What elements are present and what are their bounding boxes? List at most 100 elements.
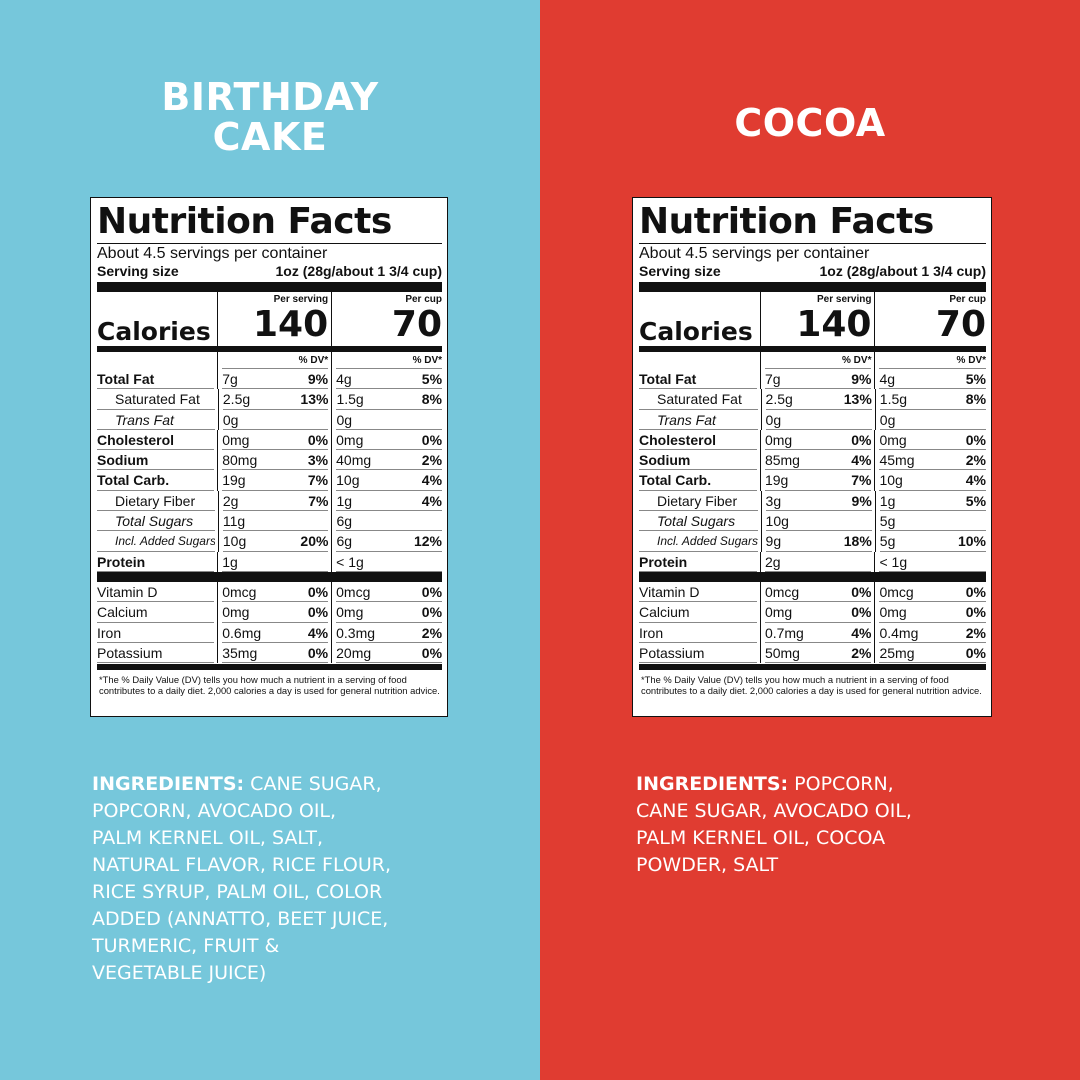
nutrient-name: Iron [97,623,215,643]
dv-label: % DV* [842,355,872,366]
calories-per-serving-cell: Per serving 140 [217,292,329,346]
per-cup-cell: 0mcg 0% [874,581,986,603]
per-cup-dv-percent: 0% [421,604,443,621]
per-cup-cell: 6g 12% [331,531,442,552]
ingredients-text: CANE SUGAR, AVOCADO OIL, [636,800,912,822]
nutrient-name: Cholesterol [97,430,215,451]
column-divider [331,531,333,552]
serving-size-row: Serving size 1oz (28g/about 1 3/4 cup) [97,263,442,279]
nutrient-row: Incl. Added Sugars 9g 18% 5g 10% [639,531,987,552]
nutrient-name: Total Sugars [97,511,215,532]
per-serving-amount: 10g [765,513,789,530]
per-cup-cell: 0.4mg 2% [874,622,986,643]
ingredients-line: ADDED (ANNATTO, BEET JUICE, [92,906,452,933]
per-serving-cell: 11g [217,511,329,532]
per-cup-amount: 0g [336,411,353,428]
column-divider [331,622,333,643]
per-cup-dv-percent: 0% [421,431,443,448]
daily-value-footnote: *The % Daily Value (DV) tells you how mu… [641,674,982,697]
per-serving-amount: 10g [222,533,247,550]
per-cup-amount: 20mg [336,644,372,661]
cocoa-panel: COCOA Nutrition Facts About 4.5 servings p… [540,0,1080,1080]
per-serving-dv-percent: 7% [851,472,872,489]
per-cup-amount: 45mg [879,452,915,469]
thick-divider [97,282,442,292]
per-cup-dv-percent: 0% [421,583,443,600]
per-serving-dv-percent: 0% [851,431,872,448]
column-divider [874,450,876,471]
per-serving-cell: 3g 9% [760,490,872,512]
nutrient-row: Calcium 0mg 0% 0mg 0% [639,602,986,623]
thick-divider [639,571,986,582]
per-serving-amount: 0g [765,411,782,428]
column-divider [760,531,762,552]
per-serving-dv-percent: 4% [307,624,329,641]
nutrient-name: Cholesterol [639,430,757,451]
per-cup-amount: 0g [879,411,896,428]
per-serving-cell: 2.5g 13% [217,389,329,410]
nutrient-row: Iron 0.7mg 4% 0.4mg 2% [639,622,986,643]
nutrient-row: Protein 2g < 1g [639,551,986,572]
flavor-title-line: CAKE [212,115,328,159]
ingredients-line: INGREDIENTS: POPCORN, [636,771,966,798]
per-cup-dv-percent: 0% [965,644,986,661]
per-serving-amount: 19g [222,472,246,489]
per-serving-amount: 2.5g [765,391,793,408]
servings-per-container: About 4.5 servings per container [639,243,986,263]
nutrient-name: Trans Fat [639,410,758,430]
per-cup-dv-percent: 8% [965,391,987,408]
per-cup-cell: 0mg 0% [874,429,986,451]
per-cup-amount: 10g [336,472,360,489]
per-cup-amount: 6g [336,513,353,530]
per-serving-cell: 50mg 2% [759,642,872,664]
per-serving-cell: 7g 9% [217,369,329,390]
ingredients-text: NATURAL FLAVOR, RICE FLOUR, [92,854,391,876]
per-cup-label: Per cup [949,294,986,305]
ingredients-list: INGREDIENTS: POPCORN, CANE SUGAR, AVOCADO… [636,771,966,879]
thick-divider [97,571,442,582]
per-serving-dv-percent: 7% [308,492,329,509]
flavor-title-line: BIRTHDAY [161,75,379,119]
per-cup-cell: 45mg 2% [874,450,986,471]
nutrient-row: Trans Fat 0g 0g [97,409,442,430]
dv-label: % DV* [298,355,329,366]
column-divider [217,450,219,471]
per-serving-amount: 35mg [222,644,258,661]
per-serving-dv-percent: 9% [851,492,872,509]
per-serving-cell: 10g [760,511,872,532]
calories-per-cup-value: 70 [391,304,443,345]
per-cup-dv-percent: 5% [421,371,443,387]
per-serving-amount: 50mg [764,644,800,661]
per-serving-amount: 3g [765,492,782,509]
column-divider [874,352,876,369]
per-cup-cell: 0mg 0% [874,602,986,623]
per-cup-amount: 1.5g [879,391,908,408]
calories-per-serving-cell: Per serving 140 [759,292,871,346]
per-serving-cell: 35mg 0% [217,642,329,664]
per-serving-dv-percent: 0% [851,604,872,621]
ingredients-text: POPCORN, [788,773,894,795]
per-cup-dv-percent: 4% [421,472,443,489]
column-divider [760,409,762,430]
ingredients-text: PALM KERNEL OIL, SALT, [92,827,324,849]
ingredients-label: INGREDIENTS: [636,773,789,795]
nutrient-row: Potassium 50mg 2% 25mg 0% [639,642,986,664]
servings-per-container: About 4.5 servings per container [97,243,442,263]
nutrient-name: Protein [639,552,757,572]
calories-label-cell: Calories [639,292,757,346]
per-serving-cell: 7g 9% [759,369,872,390]
per-cup-dv-percent: 0% [965,583,986,600]
per-cup-amount: 1.5g [336,391,364,408]
per-cup-cell: 20mg 0% [331,642,443,664]
calories-block: Calories Per serving 140 Per cup 70 [97,292,442,346]
medium-divider [97,664,442,671]
per-serving-dv-percent: 9% [307,371,329,387]
per-cup-dv-percent: 0% [965,604,986,621]
per-serving-dv-percent: 0% [851,583,872,600]
per-cup-cell: 1.5g 8% [331,389,442,410]
nutrient-name: Dietary Fiber [639,491,758,512]
column-divider [331,602,333,623]
column-divider [759,470,761,491]
calories-per-serving-value: 140 [252,304,329,345]
per-cup-amount: 1g [879,492,896,509]
